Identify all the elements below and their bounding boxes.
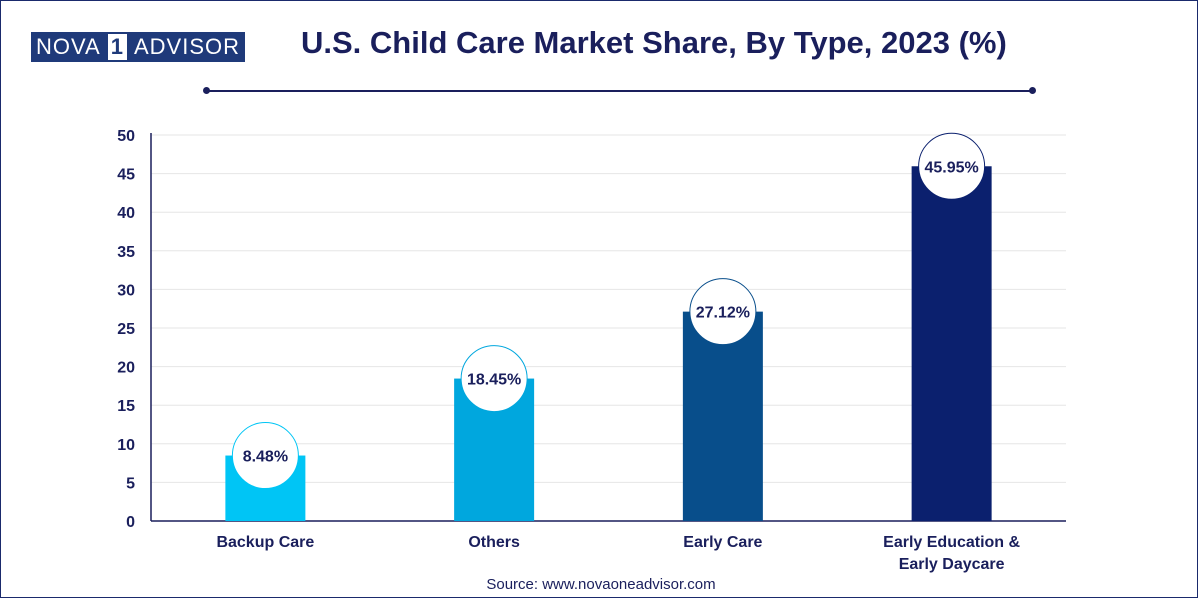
y-tick-label: 40 [117,205,135,222]
x-tick-label: Early Care [683,534,762,551]
y-tick-label: 0 [126,514,135,531]
x-tick-label: Early Daycare [899,556,1005,573]
y-tick-label: 5 [126,475,135,492]
logo-text-nova: NOVA [31,32,106,62]
x-tick-label: Others [468,534,520,551]
y-tick-label: 10 [117,437,135,454]
y-tick-label: 30 [117,282,135,299]
data-label: 45.95% [924,159,978,176]
x-tick-label: Early Education & [883,534,1020,551]
y-tick-label: 45 [117,167,135,184]
nova-one-advisor-logo: NOVA 1 ADVISOR [31,32,245,62]
y-tick-label: 20 [117,360,135,377]
y-tick-label: 15 [117,398,135,415]
data-label: 18.45% [467,372,521,389]
x-tick-label: Backup Care [216,534,314,551]
logo-text-advisor: ADVISOR [128,32,245,62]
data-label: 8.48% [243,449,288,466]
data-label: 27.12% [696,305,750,322]
bar [911,166,992,522]
divider-right-dot [1029,87,1036,94]
data-label-bubble [689,278,757,346]
title-divider [206,90,1032,92]
data-label-bubble [460,345,528,413]
y-tick-label: 25 [117,321,135,338]
logo-text-one: 1 [105,32,129,62]
y-tick-label: 50 [117,128,135,145]
y-tick-label: 35 [117,244,135,261]
bar [682,311,763,521]
source-note: Source: www.novaoneadvisor.com [486,576,716,593]
data-label-bubble [231,422,299,490]
data-label-bubble [918,132,986,200]
chart-title: U.S. Child Care Market Share, By Type, 2… [301,25,1007,60]
